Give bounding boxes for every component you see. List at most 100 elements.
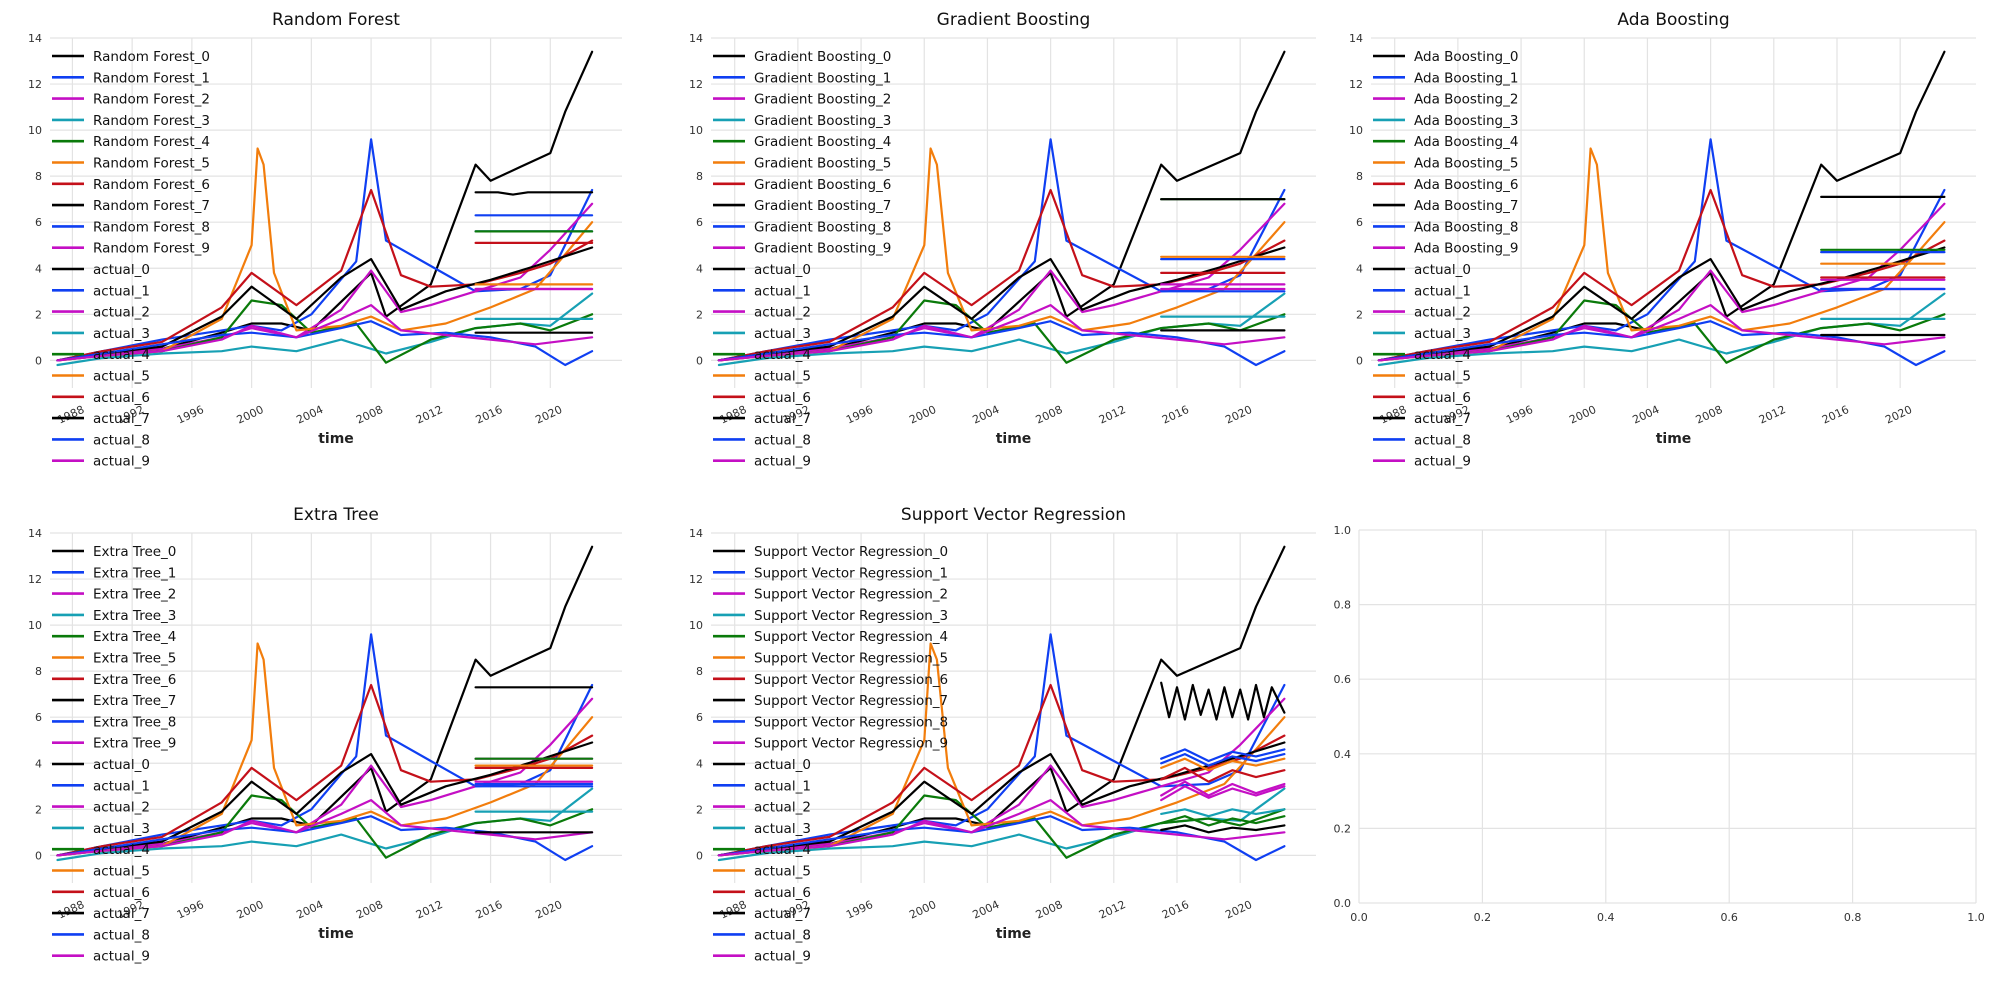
series-line <box>717 246 1286 362</box>
y-tick-label: 4 <box>35 757 42 770</box>
x-tick-label: 0.4 <box>1597 911 1615 924</box>
legend-label: Gradient Boosting_5 <box>754 156 891 172</box>
y-tick-label: 0.6 <box>1334 673 1352 686</box>
legend-label: Support Vector Regression_5 <box>754 651 948 667</box>
series-line <box>56 147 594 362</box>
y-tick-label: 4 <box>696 757 703 770</box>
legend-label: Random Forest_4 <box>93 134 210 150</box>
legend-label: Ada Boosting_0 <box>1414 49 1518 65</box>
gridlines <box>711 532 1316 883</box>
legend-label: actual_4 <box>754 347 811 363</box>
legend-label: actual_9 <box>93 949 150 965</box>
legend-label: Random Forest_5 <box>93 156 210 172</box>
y-tick-label: 12 <box>28 78 42 91</box>
y-tick-label: 8 <box>35 170 42 183</box>
y-tick-label: 14 <box>28 527 42 540</box>
legend-label: Random Forest_7 <box>93 198 210 214</box>
legend-label: Extra Tree_0 <box>93 544 176 560</box>
legend-label: Random Forest_3 <box>93 113 210 129</box>
legend-label: actual_3 <box>93 326 150 342</box>
y-tick-label: 12 <box>689 78 703 91</box>
legend-label: actual_5 <box>93 369 150 385</box>
legend-label: actual_5 <box>754 369 811 385</box>
subplot-title: Ada Boosting <box>1617 10 1729 30</box>
legend-label: Support Vector Regression_6 <box>754 672 948 688</box>
series-line <box>1160 815 1286 827</box>
legend-label: actual_2 <box>93 800 150 816</box>
subplot-title: Support Vector Regression <box>901 505 1126 525</box>
y-tick-label: 8 <box>35 665 42 678</box>
legend-label: Support Vector Regression_1 <box>754 565 948 581</box>
legend-label: Support Vector Regression_4 <box>754 629 948 645</box>
x-axis-label: time <box>318 431 354 447</box>
y-tick-label: 6 <box>696 216 703 229</box>
y-tick-label: 8 <box>696 170 703 183</box>
legend-label: Gradient Boosting_6 <box>754 177 891 193</box>
series-line <box>56 50 594 362</box>
legend: Support Vector Regression_0 Support Vecto… <box>713 544 948 965</box>
y-tick-label: 10 <box>689 124 703 137</box>
series-line <box>56 304 594 362</box>
legend-label: actual_3 <box>754 821 811 837</box>
legend-label: Extra Tree_1 <box>93 565 176 581</box>
legend-label: actual_5 <box>1414 369 1471 385</box>
legend-label: Ada Boosting_3 <box>1414 113 1518 129</box>
series-line <box>56 188 594 362</box>
legend-label: Extra Tree_9 <box>93 736 176 752</box>
legend-label: Gradient Boosting_2 <box>754 92 891 108</box>
y-tick-label: 2 <box>35 308 42 321</box>
legend-label: Ada Boosting_6 <box>1414 177 1518 193</box>
legend-label: actual_0 <box>93 757 150 773</box>
series-lines <box>56 545 594 862</box>
series-line <box>1160 808 1286 818</box>
legend-label: Gradient Boosting_4 <box>754 134 891 150</box>
legend-label: actual_6 <box>93 885 150 901</box>
subplot-6: 0.0 0.2 0.4 0.6 0.8 1.0 0.0 0.2 0.4 0.6 0.8 1.0 <box>1334 524 1985 924</box>
legend-label: Extra Tree_8 <box>93 714 176 730</box>
series-line <box>1160 780 1286 797</box>
legend: Ada Boosting_0 Ada Boosting_1 Ada Boosting… <box>1373 49 1518 470</box>
series-lines <box>717 50 1286 367</box>
legend-label: Gradient Boosting_7 <box>754 198 891 214</box>
legend-label: actual_2 <box>93 305 150 321</box>
y-tick-label: 12 <box>689 573 703 586</box>
y-tick-label: 10 <box>689 619 703 632</box>
series-line <box>56 545 594 857</box>
legend-label: Ada Boosting_9 <box>1414 241 1518 257</box>
legend-label: actual_4 <box>93 842 150 858</box>
subplot-title: Extra Tree <box>293 505 379 525</box>
legend-label: actual_6 <box>93 390 150 406</box>
subplot-title: Gradient Boosting <box>937 10 1091 30</box>
series-line <box>1160 785 1286 802</box>
legend-label: Ada Boosting_1 <box>1414 70 1518 86</box>
legend-label: actual_7 <box>93 906 150 922</box>
series-line <box>1377 320 1946 367</box>
gridlines <box>1358 529 1977 904</box>
legend-label: actual_8 <box>1414 432 1471 448</box>
y-tick-label: 6 <box>35 216 42 229</box>
y-tick-label: 0.8 <box>1334 599 1352 612</box>
legend-label: actual_0 <box>754 757 811 773</box>
y-tick-label: 0.0 <box>1334 897 1352 910</box>
y-tick-label: 10 <box>1349 124 1363 137</box>
legend-label: actual_4 <box>93 347 150 363</box>
legend-label: Ada Boosting_7 <box>1414 198 1518 214</box>
legend-label: Random Forest_6 <box>93 177 210 193</box>
legend-label: actual_9 <box>754 949 811 965</box>
series-line <box>717 815 1286 862</box>
legend-label: actual_4 <box>754 842 811 858</box>
series-line <box>56 799 594 857</box>
legend-label: actual_5 <box>93 864 150 880</box>
series-line <box>717 147 1286 362</box>
y-tick-label: 0 <box>696 849 703 862</box>
y-tick-label: 4 <box>35 262 42 275</box>
legend-label: Ada Boosting_8 <box>1414 219 1518 235</box>
legend-label: actual_7 <box>754 411 811 427</box>
legend-label: actual_8 <box>754 927 811 943</box>
y-tick-label: 0.4 <box>1334 748 1352 761</box>
legend: Random Forest_0 Random Forest_1 Random For… <box>52 49 210 470</box>
legend-label: actual_8 <box>93 432 150 448</box>
